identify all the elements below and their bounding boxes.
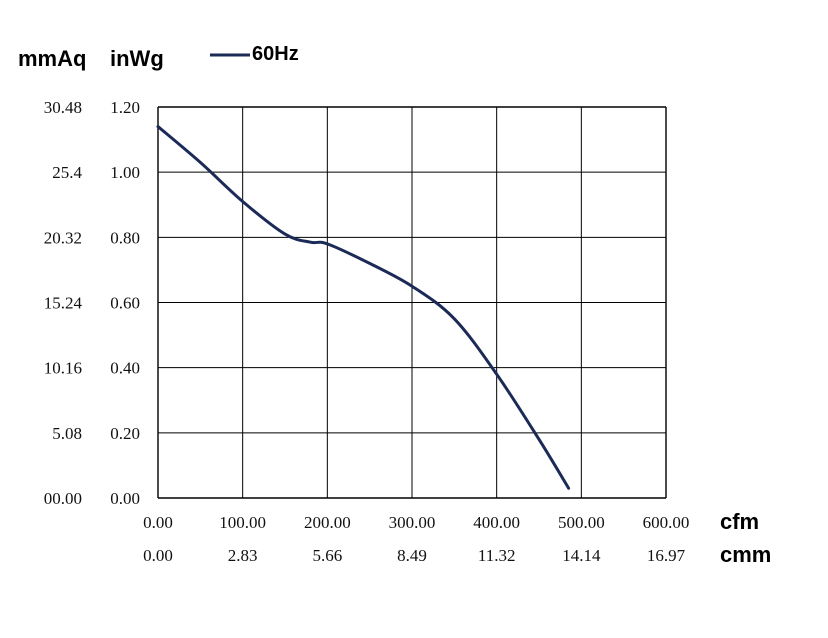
y-tick-label-mmaq: 00.00	[44, 489, 82, 508]
x-tick-label-cmm: 11.32	[478, 546, 516, 565]
y-tick-label-mmaq: 25.4	[52, 163, 82, 182]
mmaq-unit-label: mmAq	[18, 46, 86, 71]
legend-label-60hz: 60Hz	[252, 43, 299, 65]
x-tick-label-cmm: 2.83	[228, 546, 258, 565]
y-tick-label-inwg: 1.20	[110, 98, 140, 117]
series-line-60hz	[156, 125, 571, 490]
x-tick-label-cfm: 200.00	[304, 513, 351, 532]
x-axis-tick-labels: 0.00 0.00 100.00 2.83 200.00 5.66 300.00 8.49 40…	[143, 513, 689, 565]
x-axis-unit-cmm: cmm	[720, 542, 771, 567]
x-tick-label-cmm: 8.49	[397, 546, 427, 565]
x-tick-label-cfm: 600.00	[643, 513, 690, 532]
inwg-unit-label: inWg	[110, 46, 164, 71]
y-tick-label-inwg: 1.00	[110, 163, 140, 182]
y-tick-label-mmaq: 5.08	[52, 424, 82, 443]
x-tick-label-cmm: 5.66	[312, 546, 342, 565]
x-tick-label-cfm: 300.00	[389, 513, 436, 532]
x-tick-label-cmm: 16.97	[647, 546, 686, 565]
y-tick-label-mmaq: 20.32	[44, 228, 82, 247]
x-tick-label-cmm: 0.00	[143, 546, 173, 565]
x-tick-label-cfm: 500.00	[558, 513, 605, 532]
y-tick-label-inwg: 0.00	[110, 489, 140, 508]
y-tick-label-mmaq: 15.24	[44, 294, 83, 313]
y-tick-label-inwg: 0.20	[110, 424, 140, 443]
y-tick-label-inwg: 0.60	[110, 294, 140, 313]
plot-grid	[157, 106, 667, 499]
legend: 60Hz	[210, 43, 299, 65]
x-tick-label-cfm: 100.00	[219, 513, 266, 532]
y-tick-label-mmaq: 10.16	[44, 359, 82, 378]
y-axis-tick-labels: 00.00 0.00 5.08 0.20 10.16 0.40 15.24 0.60 20.32…	[44, 98, 140, 508]
y-tick-label-inwg: 0.80	[110, 228, 140, 247]
x-tick-label-cfm: 400.00	[473, 513, 520, 532]
y-tick-label-inwg: 0.40	[110, 359, 140, 378]
x-axis-unit-cfm: cfm	[720, 509, 759, 534]
x-tick-label-cfm: 0.00	[143, 513, 173, 532]
y-tick-label-mmaq: 30.48	[44, 98, 82, 117]
x-tick-label-cmm: 14.14	[562, 546, 601, 565]
